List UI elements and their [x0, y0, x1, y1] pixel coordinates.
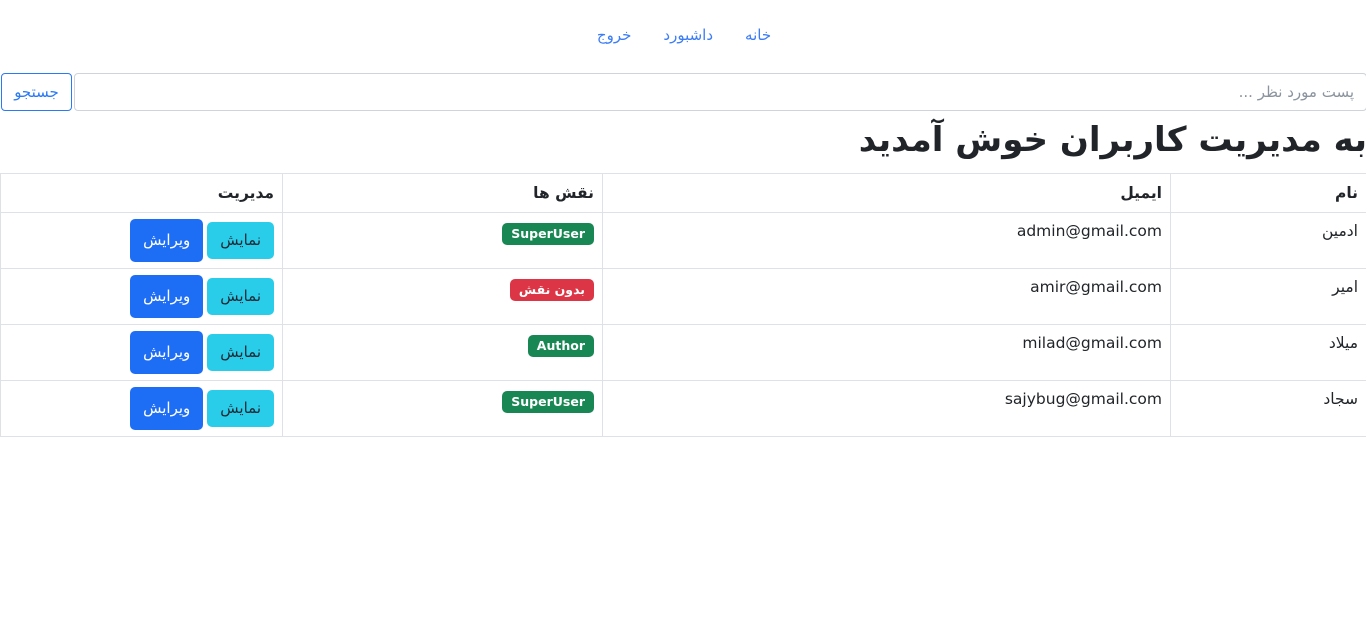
role-badge: SuperUser — [501, 223, 593, 246]
user-email: admin@gmail.com — [1016, 222, 1161, 240]
edit-button[interactable]: ویرایش — [129, 331, 202, 374]
edit-button[interactable]: ویرایش — [129, 219, 202, 262]
user-email-cell: sajybug@gmail.com — [602, 380, 1170, 436]
user-actions-cell: نمایش ویرایش — [0, 324, 282, 380]
user-name-cell: سجاد — [1170, 380, 1366, 436]
role-badge: SuperUser — [501, 391, 593, 414]
nav-link-logout[interactable]: خروج — [580, 26, 646, 44]
column-header-management: مدیریت — [0, 173, 282, 212]
user-roles-cell: SuperUser — [282, 212, 602, 268]
show-button[interactable]: نمایش — [206, 278, 273, 315]
show-button[interactable]: نمایش — [206, 390, 273, 427]
edit-button[interactable]: ویرایش — [129, 275, 202, 318]
nav-link-dashboard[interactable]: داشبورد — [646, 26, 728, 44]
user-email: milad@gmail.com — [1021, 334, 1161, 352]
table-row: ادمین admin@gmail.com SuperUser نمایش وی… — [0, 212, 1366, 268]
user-roles-cell: بدون نقش — [282, 268, 602, 324]
user-email-cell: admin@gmail.com — [602, 212, 1170, 268]
user-email-cell: milad@gmail.com — [602, 324, 1170, 380]
user-name-cell: ادمین — [1170, 212, 1366, 268]
user-actions-cell: نمایش ویرایش — [0, 212, 282, 268]
user-actions-cell: نمایش ویرایش — [0, 380, 282, 436]
column-header-roles: نقش ها — [282, 173, 602, 212]
table-header-row: نام ایمیل نقش ها مدیریت — [0, 173, 1366, 212]
user-name-cell: امیر — [1170, 268, 1366, 324]
user-email: sajybug@gmail.com — [1004, 390, 1161, 408]
users-table: نام ایمیل نقش ها مدیریت ادمین admin@gmai… — [0, 173, 1366, 437]
action-buttons: نمایش ویرایش — [8, 219, 273, 262]
user-name: میلاد — [1328, 334, 1357, 352]
user-roles-cell: SuperUser — [282, 380, 602, 436]
column-header-name: نام — [1170, 173, 1366, 212]
user-name-cell: میلاد — [1170, 324, 1366, 380]
user-actions-cell: نمایش ویرایش — [0, 268, 282, 324]
search-input[interactable] — [73, 73, 1366, 111]
user-email: amir@gmail.com — [1029, 278, 1161, 296]
action-buttons: نمایش ویرایش — [8, 275, 273, 318]
user-email-cell: amir@gmail.com — [602, 268, 1170, 324]
user-roles-cell: Author — [282, 324, 602, 380]
top-navbar: خانه داشبورد خروج — [0, 0, 1366, 60]
search-bar: جستجو — [0, 73, 1366, 111]
show-button[interactable]: نمایش — [206, 334, 273, 371]
user-name: امیر — [1331, 278, 1357, 296]
table-row: امیر amir@gmail.com بدون نقش نمایش ویرای… — [0, 268, 1366, 324]
nav-link-home[interactable]: خانه — [728, 26, 786, 44]
role-badge: بدون نقش — [509, 279, 593, 302]
page-title: به مدیریت کاربران خوش آمدید — [0, 120, 1366, 161]
role-badge: Author — [527, 335, 593, 358]
action-buttons: نمایش ویرایش — [8, 331, 273, 374]
show-button[interactable]: نمایش — [206, 222, 273, 259]
edit-button[interactable]: ویرایش — [129, 387, 202, 430]
action-buttons: نمایش ویرایش — [8, 387, 273, 430]
search-button[interactable]: جستجو — [0, 73, 71, 111]
user-name: سجاد — [1322, 390, 1357, 408]
table-row: میلاد milad@gmail.com Author نمایش ویرای… — [0, 324, 1366, 380]
table-row: سجاد sajybug@gmail.com SuperUser نمایش و… — [0, 380, 1366, 436]
user-name: ادمین — [1321, 222, 1357, 240]
column-header-email: ایمیل — [602, 173, 1170, 212]
